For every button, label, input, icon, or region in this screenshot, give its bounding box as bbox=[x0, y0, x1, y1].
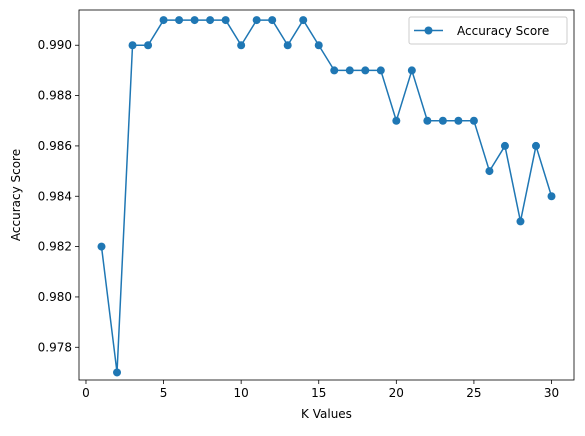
x-tick-label: 5 bbox=[160, 386, 168, 400]
y-tick-label: 0.978 bbox=[38, 340, 72, 354]
x-tick-label: 25 bbox=[466, 386, 481, 400]
y-tick-label: 0.988 bbox=[38, 89, 72, 103]
legend: Accuracy Score bbox=[408, 16, 568, 45]
data-point bbox=[438, 116, 447, 125]
data-point bbox=[190, 16, 199, 25]
y-axis-label: Accuracy Score bbox=[9, 149, 23, 241]
x-tick-label: 20 bbox=[389, 386, 404, 400]
data-point bbox=[113, 368, 122, 377]
data-point bbox=[500, 141, 509, 150]
data-point bbox=[485, 167, 494, 176]
data-point bbox=[423, 116, 432, 125]
y-tick-label: 0.984 bbox=[38, 189, 72, 203]
plot-area bbox=[79, 10, 574, 380]
x-tick-label: 0 bbox=[82, 386, 90, 400]
data-point bbox=[361, 66, 370, 75]
y-tick-label: 0.982 bbox=[38, 240, 72, 254]
data-point bbox=[299, 16, 308, 25]
data-point bbox=[283, 41, 292, 50]
legend-box bbox=[408, 16, 568, 45]
x-tick-label: 10 bbox=[234, 386, 249, 400]
data-point bbox=[454, 116, 463, 125]
data-point bbox=[144, 41, 153, 50]
data-point bbox=[407, 66, 416, 75]
x-tick-label: 15 bbox=[311, 386, 326, 400]
data-point bbox=[175, 16, 184, 25]
plot-frame bbox=[78, 9, 575, 381]
data-point bbox=[531, 141, 540, 150]
data-point bbox=[159, 16, 168, 25]
data-point bbox=[547, 192, 556, 201]
y-tick-label: 0.990 bbox=[38, 38, 72, 52]
legend-marker-sample bbox=[424, 26, 433, 35]
data-point bbox=[516, 217, 525, 226]
data-point bbox=[469, 116, 478, 125]
legend-label: Accuracy Score bbox=[457, 24, 549, 38]
data-point bbox=[128, 41, 137, 50]
data-point bbox=[237, 41, 246, 50]
data-point bbox=[252, 16, 261, 25]
data-point bbox=[376, 66, 385, 75]
data-point bbox=[268, 16, 277, 25]
data-point bbox=[314, 41, 323, 50]
y-tick-label: 0.986 bbox=[38, 139, 72, 153]
data-point bbox=[206, 16, 215, 25]
y-tick-label: 0.980 bbox=[38, 290, 72, 304]
x-axis-label: K Values bbox=[301, 407, 352, 421]
data-point bbox=[330, 66, 339, 75]
data-point bbox=[345, 66, 354, 75]
x-tick-label: 30 bbox=[544, 386, 559, 400]
x-axis-ticks: 0 5 10 15 20 25 30 bbox=[82, 380, 559, 400]
data-point bbox=[392, 116, 401, 125]
y-axis-ticks: 0.978 0.980 0.982 0.984 0.986 0.988 0.990 bbox=[38, 38, 79, 354]
data-point bbox=[97, 242, 106, 251]
series-layer bbox=[97, 16, 556, 377]
data-point bbox=[221, 16, 230, 25]
